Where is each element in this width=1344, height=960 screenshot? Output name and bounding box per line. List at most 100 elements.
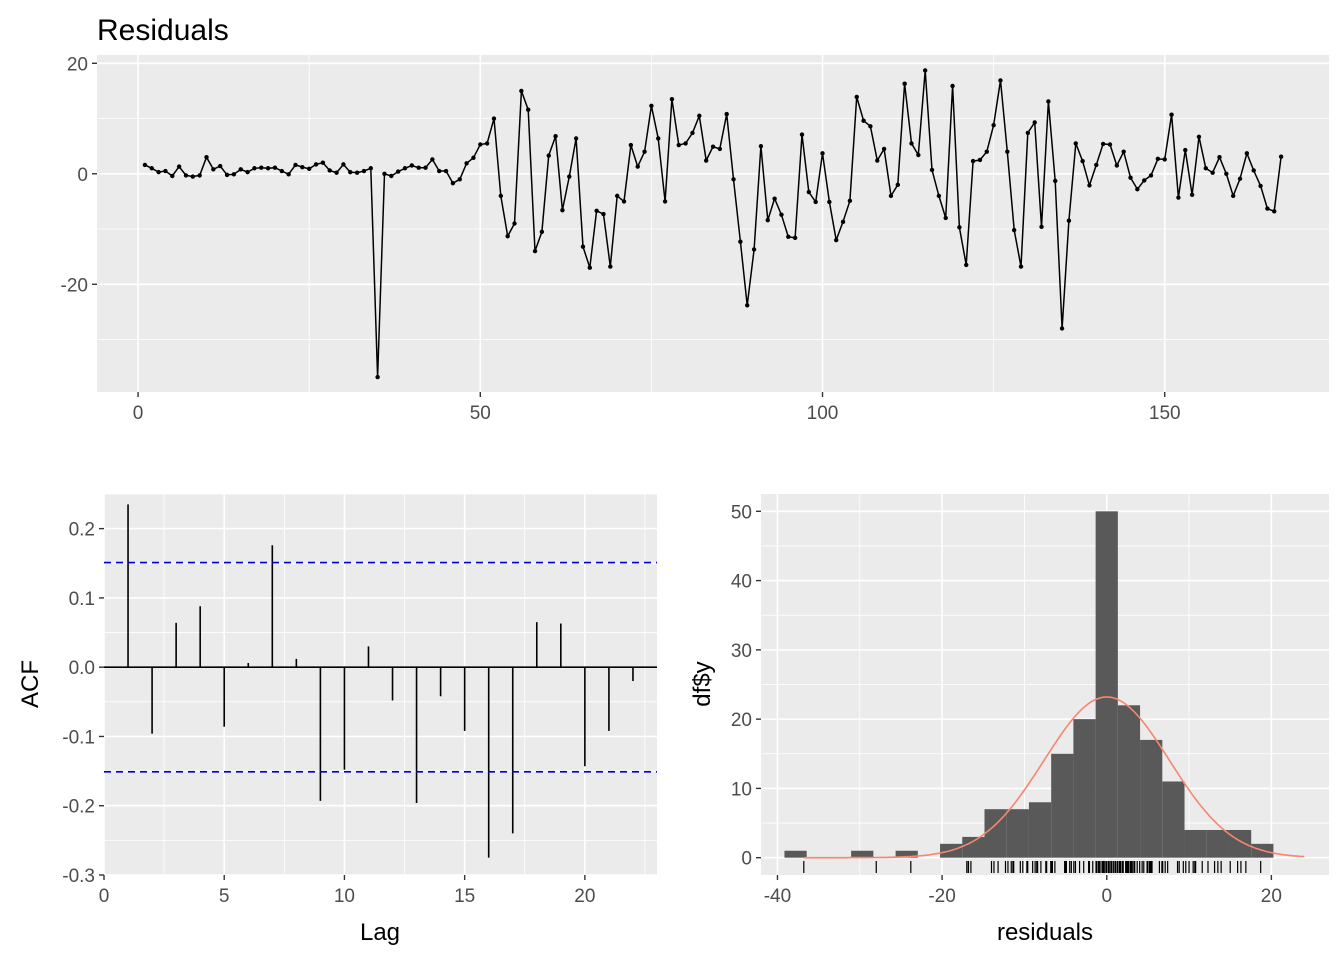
y-tick-label: -20 (61, 275, 88, 296)
residual-point (142, 162, 148, 168)
residual-point (916, 152, 921, 158)
residual-point (211, 167, 216, 172)
residual-point (484, 141, 490, 146)
residual-point (943, 215, 948, 221)
residual-point (375, 374, 380, 380)
residual-point (197, 173, 202, 178)
residual-point (614, 193, 620, 199)
residual-point (1011, 227, 1017, 233)
residual-point (779, 212, 784, 217)
residual-point (443, 168, 449, 174)
residual-point (1230, 193, 1236, 199)
hist-bar (1006, 809, 1029, 858)
residual-point (608, 264, 613, 269)
residual-point (1183, 147, 1188, 153)
residual-point (662, 199, 668, 204)
x-tick-label: 5 (219, 886, 230, 907)
y-tick-label: -0.1 (62, 727, 95, 748)
residual-point (231, 172, 237, 177)
residual-point (327, 168, 332, 173)
hist-bar (1140, 739, 1163, 858)
residual-point (1278, 154, 1284, 159)
residual-point (300, 164, 305, 170)
residual-point (628, 142, 634, 148)
residual-point (464, 161, 469, 166)
ts-gridlines (97, 55, 1329, 392)
residual-point (430, 157, 435, 162)
residual-point (977, 157, 983, 163)
residual-point (1018, 264, 1024, 269)
residual-point (621, 199, 627, 204)
hist-bar (984, 809, 1007, 858)
residual-point (382, 171, 387, 176)
residual-point (792, 235, 798, 241)
residual-point (450, 180, 456, 186)
residual-point (1155, 156, 1161, 162)
x-tick-label: -40 (764, 886, 791, 907)
residual-point (1244, 151, 1250, 156)
residual-point (498, 193, 504, 199)
acf-spikes (104, 504, 657, 858)
y-tick-label: 50 (731, 502, 752, 523)
y-tick-label: 0 (77, 165, 88, 186)
residual-point (471, 155, 476, 160)
x-tick-label: 15 (454, 886, 475, 907)
residual-point (587, 265, 592, 270)
residual-point (1073, 141, 1078, 146)
residual-point (861, 118, 866, 123)
residual-point (697, 113, 702, 118)
residual-point (929, 167, 935, 173)
residual-point (703, 158, 709, 163)
residual-point (881, 146, 887, 152)
residual-point (395, 169, 401, 174)
residual-point (1135, 187, 1140, 192)
residual-point (1121, 149, 1126, 154)
residual-point (676, 142, 681, 148)
residual-point (820, 151, 825, 156)
residual-point (361, 168, 367, 174)
hist-bar (1117, 705, 1141, 858)
residual-point (950, 83, 955, 89)
residual-point (840, 219, 846, 225)
residual-point (512, 221, 517, 226)
acf-x-axis-label: Lag (360, 919, 400, 946)
residual-point (539, 229, 545, 234)
hist-density-curve (803, 696, 1305, 859)
residual-point (1169, 112, 1174, 117)
hist-bar (1162, 781, 1185, 858)
residual-point (437, 168, 442, 174)
residual-point (1176, 195, 1181, 200)
x-tick-label: 0 (133, 403, 144, 424)
residual-point (1265, 206, 1270, 211)
residual-point (1059, 326, 1065, 331)
hist-x-axis-label: residuals (997, 919, 1093, 946)
acf-y-axis-label: ACF (17, 660, 44, 708)
residual-point (519, 88, 524, 94)
residual-point (601, 211, 606, 217)
residual-point (984, 149, 989, 154)
residual-histogram-chart: -40 -20 0 20 0 10 20 30 40 50 residuals df$y (689, 494, 1329, 946)
residual-point (1251, 168, 1256, 173)
y-tick-label: -0.3 (62, 866, 95, 887)
residual-point (1217, 155, 1222, 160)
residual-point (313, 162, 319, 167)
y-tick-label: 0.1 (69, 589, 95, 610)
residual-point (1094, 162, 1099, 168)
residual-point (491, 116, 497, 121)
residual-point (683, 141, 688, 146)
residual-point (1066, 218, 1072, 223)
residual-point (272, 165, 278, 170)
residual-point (1224, 171, 1229, 176)
residual-point (416, 165, 421, 170)
residual-point (553, 134, 558, 139)
x-tick-label: 0 (1101, 886, 1112, 907)
residual-point (868, 124, 873, 129)
x-tick-label: 20 (1261, 886, 1282, 907)
residual-point (834, 237, 839, 243)
residual-point (163, 168, 168, 174)
ts-axes: 0 50 100 150 -20 0 20 (61, 54, 1181, 424)
residual-point (286, 172, 291, 177)
residual-point (1080, 158, 1085, 164)
residual-point (368, 166, 373, 171)
